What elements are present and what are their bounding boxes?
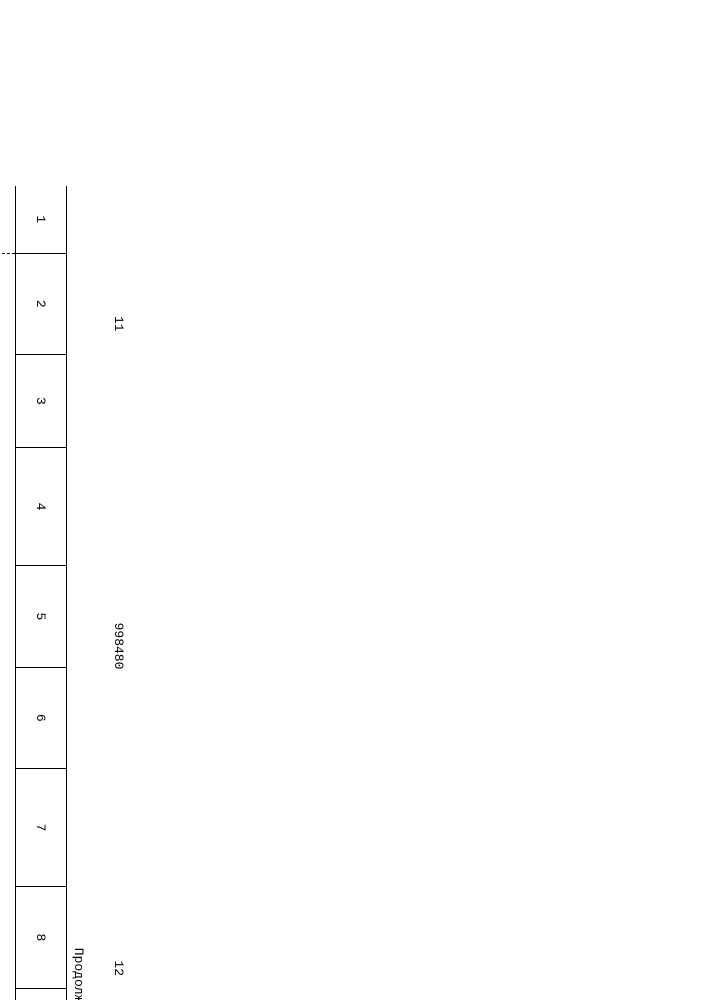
col-header-5: 5 <box>16 566 67 667</box>
table-cell: 100 <box>0 667 16 768</box>
col-header-1: 1 <box>16 186 67 253</box>
table-cell: - " - <box>0 447 16 565</box>
col-header-2: 2 <box>16 253 67 354</box>
page-num-left: 11 <box>111 316 126 332</box>
table-cell: 0,01 <box>0 887 16 988</box>
table-cell: 100 <box>0 354 16 447</box>
col-header-9: 9 <box>16 988 67 1000</box>
table-cell <box>0 988 16 1000</box>
col-header-7: 7 <box>16 768 67 886</box>
page: 11 998480 12 Продолжение таблицы 1 2 3 4… <box>0 146 146 853</box>
col-header-6: 6 <box>16 667 67 768</box>
table-cell: - " - <box>0 768 16 886</box>
page-num-right: 12 <box>111 960 126 976</box>
table-row: 9100100- " -0,01100- " -0,01 <box>0 186 16 1000</box>
page-numbers: 11 998480 12 <box>111 146 126 1000</box>
col-header-3: 3 <box>16 354 67 447</box>
doc-number: 998480 <box>111 623 126 670</box>
table-body: 9100100- " -0,01100- " -0,01200100- " -0… <box>0 186 16 1000</box>
table-cell: 0,01 <box>0 566 16 667</box>
table-cell: 9 <box>0 186 16 253</box>
table-header-row: 1 2 3 4 5 6 7 8 9 <box>16 186 67 1000</box>
col-header-8: 8 <box>16 887 67 988</box>
data-table: 1 2 3 4 5 6 7 8 9 9100100- " -0,01100- "… <box>0 186 67 1000</box>
table-caption: Продолжение таблицы <box>71 186 86 1000</box>
rotated-content: 11 998480 12 Продолжение таблицы 1 2 3 4… <box>0 146 146 1000</box>
col-header-4: 4 <box>16 447 67 565</box>
table-cell: 100 <box>0 253 16 354</box>
